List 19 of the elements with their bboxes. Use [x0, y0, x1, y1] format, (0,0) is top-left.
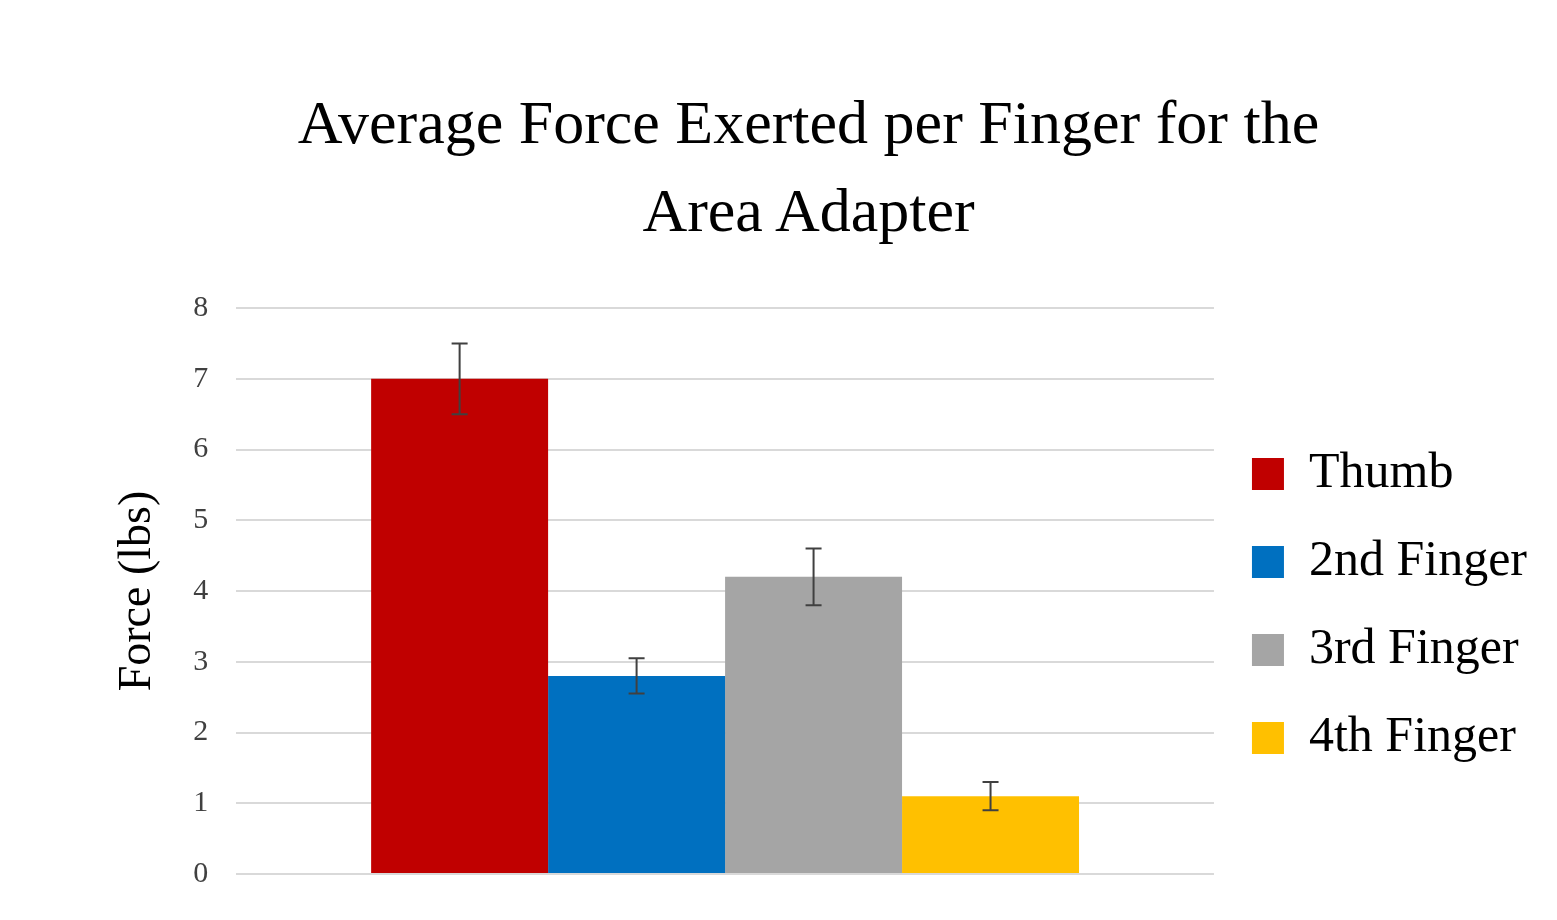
bar [371, 378, 549, 873]
y-tick-label: 8 [193, 288, 209, 322]
y-tick-label: 0 [193, 854, 209, 888]
y-tick-label: 4 [193, 571, 209, 605]
legend-label: 3rd Finger [1308, 618, 1519, 675]
chart-title: Average Force Exerted per Finger for the Area Adapter [296, 87, 1321, 246]
y-tick-label: 5 [193, 501, 209, 535]
y-tick-label: 3 [193, 642, 209, 676]
y-tick-label: 1 [193, 784, 209, 818]
y-tick-label: 7 [193, 359, 209, 393]
bar [548, 675, 726, 873]
legend-label: 2nd Finger [1308, 530, 1528, 587]
y-axis-title: Force (lbs) [108, 490, 160, 692]
bar [902, 796, 1080, 873]
y-tick-label: 6 [193, 430, 209, 464]
legend-label: 4th Finger [1308, 706, 1517, 763]
y-tick-label: 2 [193, 713, 209, 747]
bar [725, 576, 903, 873]
legend-label: Thumb [1308, 442, 1454, 499]
